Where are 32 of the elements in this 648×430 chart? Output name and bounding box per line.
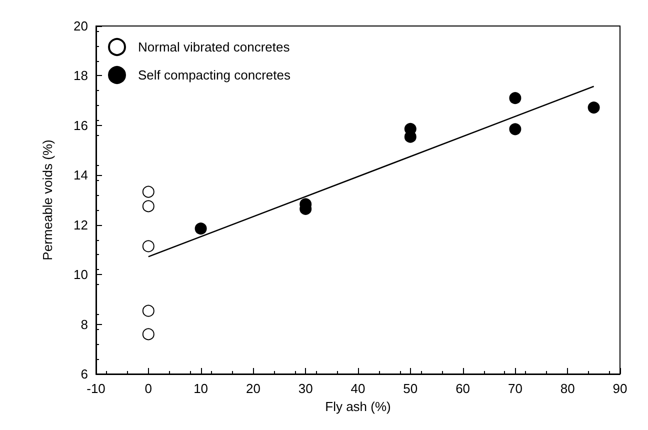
x-tick-label: 10 <box>194 381 208 396</box>
y-tick-label: 20 <box>74 18 88 34</box>
x-tick-label: -10 <box>86 381 106 396</box>
y-tick-label: 18 <box>74 68 88 84</box>
y-tick-label: 10 <box>74 267 88 282</box>
y-tick-label: 12 <box>74 217 88 232</box>
x-tick-label: 0 <box>144 381 152 396</box>
x-tick-label: 20 <box>246 381 260 396</box>
y-axis-title: Permeable voids (%) <box>40 140 55 260</box>
point <box>509 92 522 104</box>
point <box>142 186 154 198</box>
x-axis-title: Fly ash (%) <box>325 398 391 414</box>
x-tick-label: 80 <box>560 381 575 396</box>
point <box>142 304 154 317</box>
point <box>142 240 154 252</box>
x-tick-label: 30 <box>298 381 313 396</box>
legend-label: Normal vibrated concretes <box>138 40 290 54</box>
point <box>588 102 600 114</box>
y-tick-label: 6 <box>80 366 88 382</box>
point <box>142 328 154 340</box>
point <box>194 222 207 235</box>
x-tick-label: 40 <box>350 381 366 396</box>
point <box>142 200 154 212</box>
point <box>509 123 522 136</box>
y-tick-label: 14 <box>74 168 88 183</box>
x-tick-label: 70 <box>508 381 522 396</box>
y-tick-label: 16 <box>74 118 88 133</box>
legend-label: Self compacting concretes <box>138 68 291 82</box>
x-tick-label: 60 <box>456 381 470 396</box>
y-tick-label: 8 <box>80 316 88 332</box>
x-tick-label: 90 <box>612 381 628 396</box>
x-tick-label: 50 <box>403 381 418 396</box>
